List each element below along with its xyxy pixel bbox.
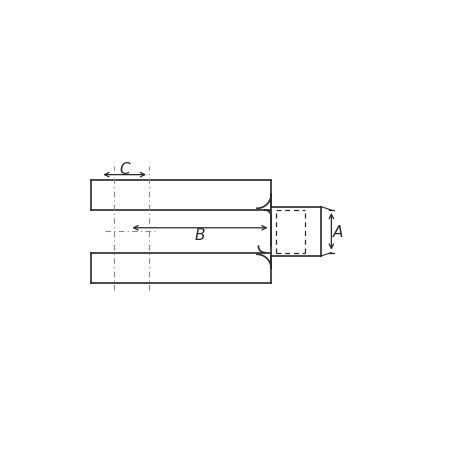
Text: B: B <box>195 228 205 243</box>
Text: A: A <box>333 224 343 239</box>
Text: C: C <box>119 162 129 176</box>
